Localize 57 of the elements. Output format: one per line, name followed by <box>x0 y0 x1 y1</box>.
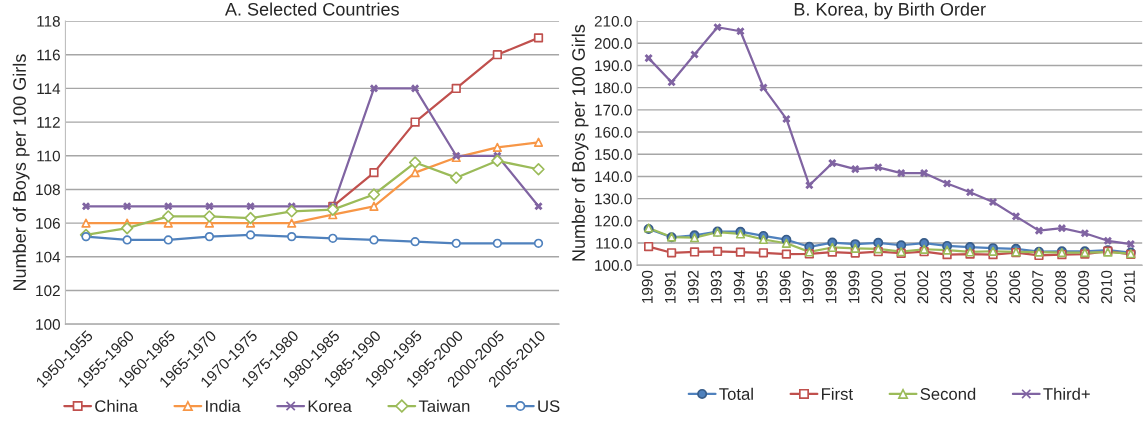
legend-label: First <box>822 387 853 400</box>
x-tick-label: 2010 <box>1101 270 1112 304</box>
x-tick-label: 2011 <box>1124 270 1135 303</box>
legend-label: China <box>95 399 138 413</box>
x-tick-label: 2009 <box>1078 270 1089 304</box>
y-tick-label: 160.0 <box>595 126 632 138</box>
y-tick-label: 102 <box>36 285 60 297</box>
y-tick-label: 210.0 <box>594 15 632 27</box>
x-tick-label: 2000 <box>871 270 883 304</box>
y-tick-label: 130.0 <box>595 193 632 205</box>
y-tick-label: 118 <box>37 15 60 27</box>
y-axis-title: Number of Boys per 100 Girls <box>12 54 30 291</box>
x-tick-label: 1998 <box>825 270 837 303</box>
x-tick-label: 1993 <box>710 270 722 303</box>
legend-label: Third+ <box>1043 387 1090 400</box>
chart-title: B. Korea, by Birth Order <box>794 2 986 20</box>
y-tick-label: 200.0 <box>594 38 632 49</box>
legend-label: Second <box>920 387 976 400</box>
x-tick-label: 2007 <box>1032 270 1044 304</box>
y-tick-label: 100.0 <box>595 260 632 271</box>
legend-label: US <box>538 400 560 413</box>
y-tick-label: 100 <box>36 319 60 330</box>
x-tick-label: 2004 <box>963 270 975 304</box>
y-tick-label: 180.0 <box>595 82 632 94</box>
y-tick-label: 104 <box>36 251 61 263</box>
y-axis-title: Number of Boys per 100 Girls <box>571 24 589 261</box>
y-tick-label: 120.0 <box>595 215 632 227</box>
y-tick-label: 140.0 <box>595 171 632 183</box>
legend-label: India <box>206 399 241 413</box>
chart-title: A. Selected Countries <box>224 2 399 16</box>
y-tick-label: 110 <box>37 150 60 162</box>
x-tick-label: 1994 <box>733 270 745 303</box>
x-tick-label: 2003 <box>940 270 952 304</box>
y-tick-label: 150.0 <box>595 149 632 160</box>
y-tick-label: 116 <box>37 49 60 61</box>
legend-label: Taiwan <box>418 399 470 413</box>
y-tick-label: 170.0 <box>595 104 632 116</box>
y-tick-label: 190.0 <box>595 60 632 72</box>
y-tick-label: 112 <box>37 116 60 128</box>
legend-label: Total <box>719 387 753 400</box>
x-tick-label: 2001 <box>894 270 906 304</box>
legend-label: Korea <box>308 400 352 413</box>
x-tick-label: 1999 <box>848 270 860 303</box>
x-tick-label: 1997 <box>802 270 814 303</box>
x-tick-label: 2006 <box>1009 270 1021 304</box>
x-tick-label: 1995 <box>756 270 768 303</box>
x-tick-label: 1996 <box>779 270 791 303</box>
y-tick-label: 110.0 <box>596 237 632 249</box>
x-tick-label: 1992 <box>687 270 699 303</box>
x-tick-label: 2008 <box>1055 270 1066 304</box>
y-tick-label: 114 <box>37 83 61 94</box>
y-tick-label: 106 <box>36 218 60 229</box>
x-tick-label: 2002 <box>917 270 929 304</box>
x-tick-label: 2005 <box>986 270 998 304</box>
x-tick-label: 1991 <box>664 270 676 303</box>
x-tick-label: 1990 <box>641 270 653 303</box>
y-tick-label: 108 <box>36 184 60 196</box>
